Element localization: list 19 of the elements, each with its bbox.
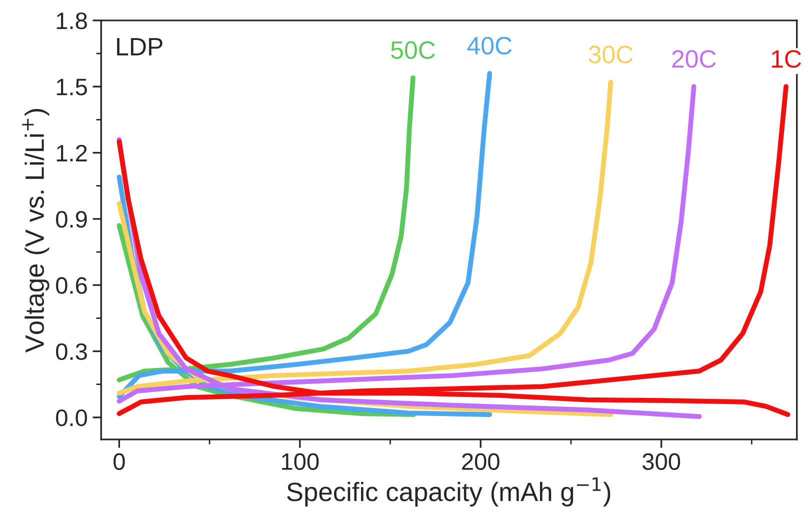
annotation: LDP — [117, 38, 162, 56]
y-tick-label: 1.2 — [56, 144, 87, 162]
x-axis-title: Specific capacity (mAh g$^{−1}$) — [287, 477, 610, 506]
y-tick-label: 0.6 — [56, 277, 87, 294]
x-tick-label: 100 — [282, 453, 319, 470]
y-tick-label: 1.8 — [56, 12, 87, 30]
series-label: 30C — [588, 46, 633, 64]
y-tick-label: 1.5 — [56, 78, 87, 96]
series-label: 50C — [391, 41, 436, 59]
y-axis-title: Voltage (V vs. Li/Li$^{+}$) — [22, 109, 50, 353]
x-tick-label: 0 — [114, 453, 125, 470]
series-label: 20C — [672, 50, 716, 68]
y-tick-label: 0.3 — [56, 343, 87, 360]
y-tick-label: 0.9 — [56, 210, 87, 228]
series-label: 40C — [467, 36, 512, 55]
x-tick-label: 200 — [462, 453, 500, 470]
series-label: 1C — [772, 50, 802, 68]
x-tick-label: 300 — [642, 453, 680, 470]
y-tick-label: 0.0 — [56, 409, 88, 426]
